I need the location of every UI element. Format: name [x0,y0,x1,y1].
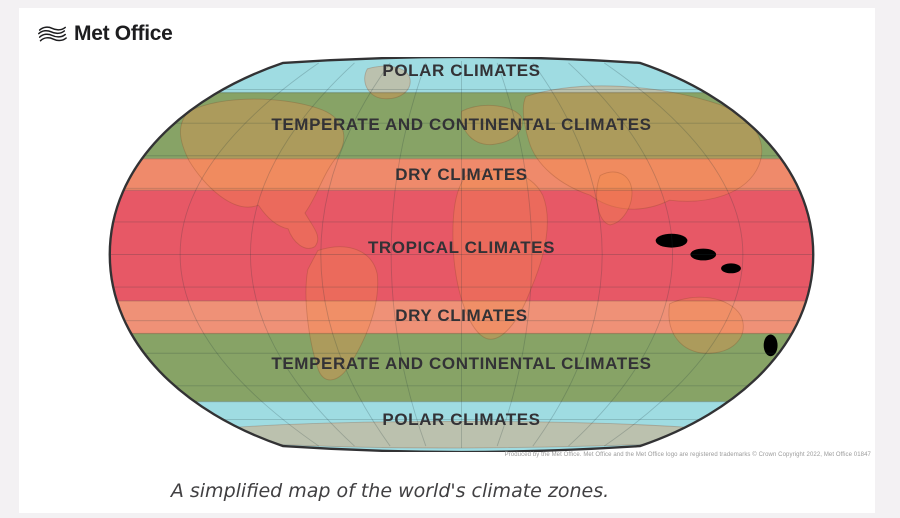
met-office-wordmark: Met Office [74,22,173,45]
zone-label-tropical: TROPICAL CLIMATES [367,238,556,257]
graticule-grid [109,60,814,449]
continents-overlay [180,65,778,449]
zone-label-polar-south: POLAR CLIMATES [382,410,541,429]
map-outline [108,57,815,452]
zone-label-temperate-south: TEMPERATE AND CONTINENTAL CLIMATES [271,354,652,373]
attribution-smallprint: Produced by the Met Office. Met Office a… [504,452,871,458]
met-office-waves-icon [37,24,67,45]
band-tropical [109,190,814,301]
climate-zones-map: POLAR CLIMATES TEMPERATE AND CONTINENTAL… [85,57,838,452]
zone-label-temperate-north: TEMPERATE AND CONTINENTAL CLIMATES [271,115,652,134]
content-card: Met Office [19,8,875,513]
zone-label-dry-south: DRY CLIMATES [395,306,528,325]
band-dry-north [109,158,814,191]
climate-map-graphic [108,57,815,452]
figure-caption: A simplified map of the world's climate … [170,480,610,502]
zone-label-dry-north: DRY CLIMATES [395,165,528,184]
band-dry-south [109,300,814,334]
met-office-logo: Met Office [37,22,173,46]
band-temperate-south [109,333,814,402]
zone-label-polar-north: POLAR CLIMATES [382,61,541,80]
band-temperate-north [109,92,814,159]
